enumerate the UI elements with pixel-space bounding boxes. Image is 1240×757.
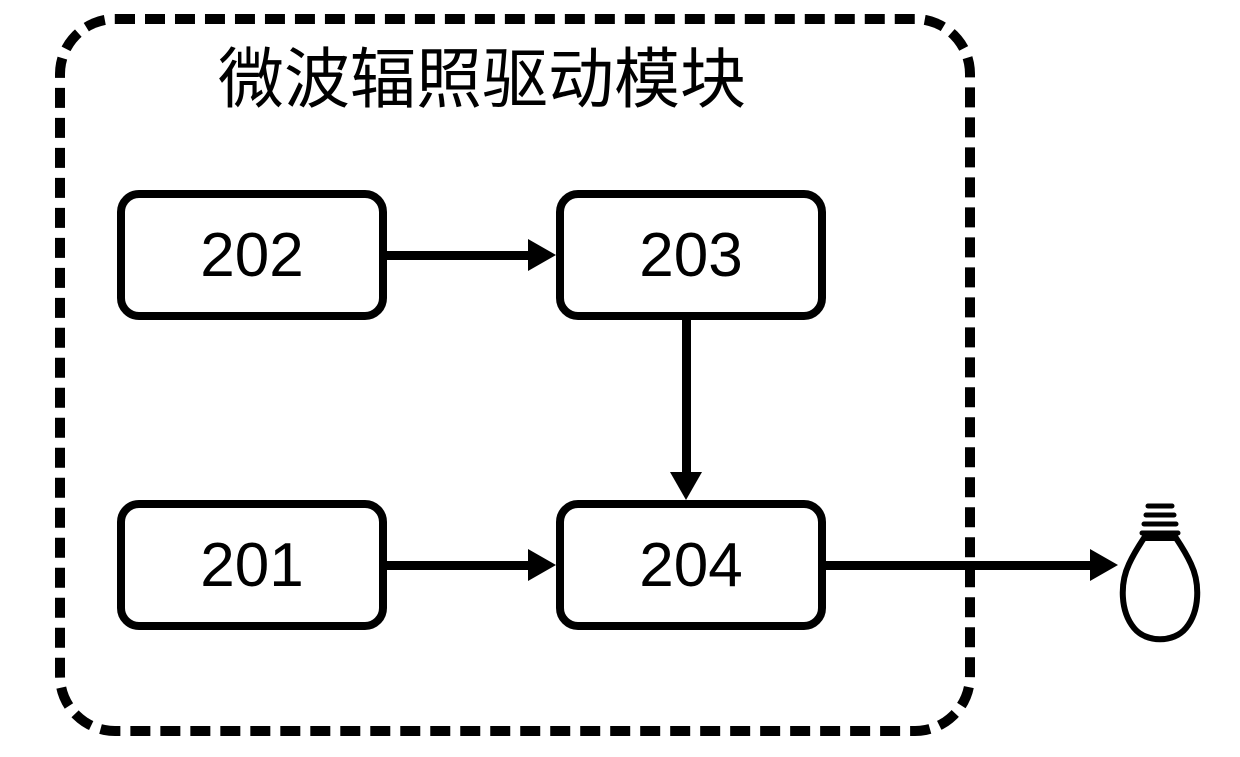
block-203: 203: [556, 190, 826, 320]
arrow-203-to-204-head: [670, 472, 702, 500]
arrow-201-to-204-head: [528, 549, 556, 581]
module-title: 微波辐照驱动模块: [218, 26, 746, 122]
block-204-label: 204: [639, 530, 742, 601]
arrow-201-to-204: [387, 561, 528, 570]
arrow-203-to-204: [682, 320, 691, 472]
block-203-label: 203: [639, 220, 742, 291]
block-201-label: 201: [200, 530, 303, 601]
block-204: 204: [556, 500, 826, 630]
block-202: 202: [117, 190, 387, 320]
block-201: 201: [117, 500, 387, 630]
lightbulb-icon: [1110, 498, 1210, 648]
arrow-204-to-output: [826, 561, 1090, 570]
arrow-202-to-203: [387, 251, 528, 260]
arrow-202-to-203-head: [528, 239, 556, 271]
block-202-label: 202: [200, 220, 303, 291]
